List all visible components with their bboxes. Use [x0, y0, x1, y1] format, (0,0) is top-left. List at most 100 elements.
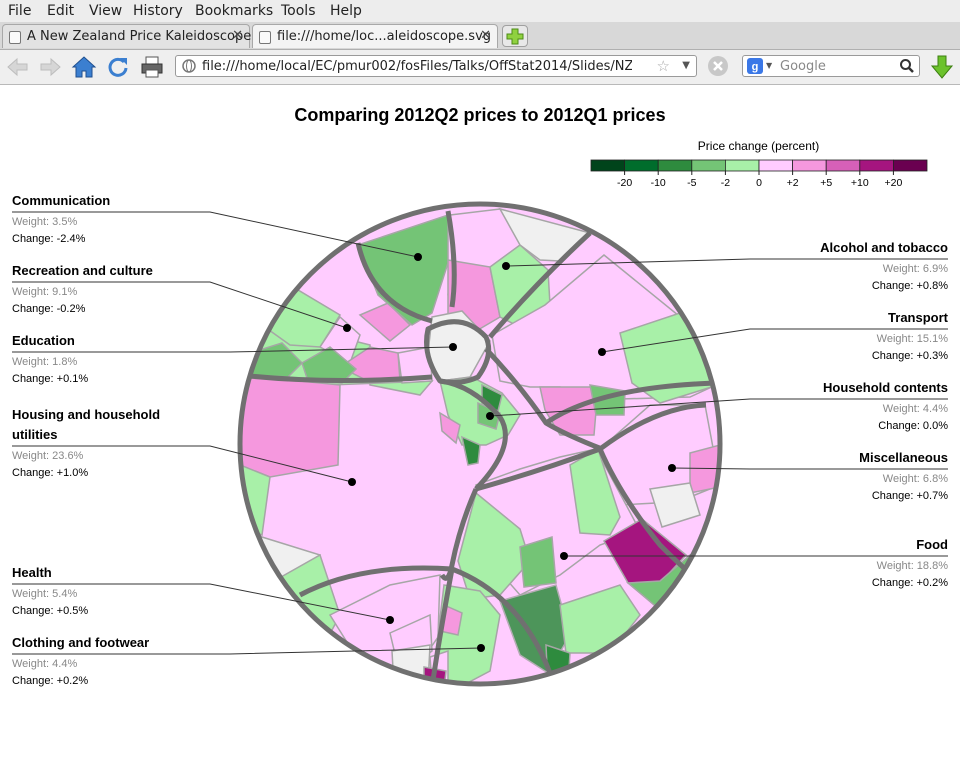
forward-button[interactable]	[36, 53, 64, 81]
category-change: Change: +0.5%	[12, 605, 89, 617]
dot-health	[386, 616, 394, 624]
dot-recreation	[343, 324, 351, 332]
dot-household	[486, 412, 494, 420]
home-icon	[71, 56, 97, 78]
dot-misc	[668, 464, 676, 472]
category-weight: Weight: 15.1%	[876, 333, 948, 345]
category-change: Change: +0.7%	[871, 490, 948, 502]
printer-icon	[141, 56, 163, 78]
category-name: Transport	[888, 310, 948, 325]
legend-tick-label: 0	[756, 177, 762, 189]
category-weight: Weight: 3.5%	[12, 216, 78, 228]
plus-icon	[506, 28, 524, 45]
print-button[interactable]	[138, 53, 166, 81]
legend-tick-label: +2	[787, 177, 799, 189]
close-icon[interactable]: ✕	[480, 28, 491, 43]
label-health: Health Weight: 5.4% Change: +0.5%	[12, 563, 88, 620]
kaleidoscope-cells	[240, 204, 720, 684]
navigation-toolbar: file:///home/local/EC/pmur002/fosFiles/T…	[0, 50, 960, 85]
leader-lines	[12, 211, 948, 655]
legend-tick-label: -20	[617, 177, 632, 189]
category-change: Change: +0.2%	[12, 675, 89, 687]
legend-tick-label: -5	[687, 177, 696, 189]
legend-tick-label: -10	[651, 177, 666, 189]
category-change: Change: -0.2%	[12, 303, 86, 315]
category-name: Clothing and footwear	[12, 635, 150, 650]
close-icon[interactable]: ✕	[232, 28, 243, 43]
category-weight: Weight: 5.4%	[12, 588, 78, 600]
dot-food	[560, 552, 568, 560]
category-change: Change: 0.0%	[878, 420, 948, 432]
reload-icon	[108, 57, 128, 77]
label-alcohol: Alcohol and tobacco Weight: 6.9% Change:…	[820, 238, 948, 295]
label-miscellaneous: Miscellaneous Weight: 6.8% Change: +0.7%	[859, 448, 948, 505]
legend-tick-label: +5	[820, 177, 832, 189]
url-text: file:///home/local/EC/pmur002/fosFiles/T…	[202, 59, 632, 74]
menu-help[interactable]: Help	[330, 3, 362, 19]
category-weight: Weight: 4.4%	[12, 658, 78, 670]
menu-view[interactable]: View	[89, 3, 123, 19]
category-change: Change: -2.4%	[12, 233, 86, 245]
legend-swatch	[825, 159, 861, 172]
tab-kaleidoscope[interactable]: A New Zealand Price Kaleidoscope ✕	[2, 24, 251, 48]
category-name: Recreation and culture	[12, 263, 153, 278]
category-name: Housing and household	[12, 407, 161, 422]
label-education: Education Weight: 1.8% Change: +0.1%	[12, 331, 88, 388]
leader-education	[12, 346, 454, 353]
menu-file[interactable]: File	[8, 3, 32, 19]
page-icon	[259, 31, 271, 44]
category-name: Communication	[12, 193, 111, 208]
search-bar[interactable]: g ▼ Google	[742, 55, 920, 77]
legend-swatch	[792, 159, 827, 172]
url-bar[interactable]: file:///home/local/EC/pmur002/fosFiles/T…	[175, 55, 697, 77]
leader-housing	[12, 445, 353, 483]
category-weight: Weight: 9.1%	[12, 286, 78, 298]
menu-bar: File Edit View History Bookmarks Tools H…	[0, 0, 960, 22]
leader-transport	[601, 328, 948, 353]
download-button[interactable]	[929, 53, 957, 81]
menu-tools[interactable]: Tools	[281, 3, 316, 19]
chevron-down-icon[interactable]: ▼	[682, 60, 690, 71]
category-change: Change: +0.1%	[12, 373, 89, 385]
leader-recreation	[12, 281, 348, 329]
search-input: Google	[780, 59, 826, 74]
legend-swatch	[859, 159, 894, 172]
dot-clothing	[477, 644, 485, 652]
leader-alcohol	[505, 258, 948, 267]
menu-bookmarks[interactable]: Bookmarks	[195, 3, 274, 19]
category-name: Miscellaneous	[859, 450, 948, 465]
kaleidoscope-outline	[237, 201, 723, 687]
leader-dots	[343, 253, 676, 652]
stop-button[interactable]	[706, 54, 734, 82]
leader-communication	[12, 211, 419, 258]
tab-bar: A New Zealand Price Kaleidoscope ✕ file:…	[0, 22, 960, 50]
category-weight: Weight: 18.8%	[876, 560, 948, 572]
bookmark-star-icon[interactable]: ☆	[656, 57, 670, 75]
label-food: Food Weight: 18.8% Change: +0.2%	[872, 535, 948, 592]
dot-transport	[598, 348, 606, 356]
label-recreation: Recreation and culture Weight: 9.1% Chan…	[12, 261, 153, 318]
menu-edit[interactable]: Edit	[47, 3, 75, 19]
leader-clothing	[12, 647, 482, 655]
svg-text:g: g	[752, 61, 759, 73]
legend-swatch	[624, 159, 659, 172]
back-arrow-icon	[7, 57, 28, 77]
legend-swatch	[691, 159, 726, 172]
chevron-down-icon[interactable]: ▼	[766, 61, 773, 70]
category-name: Alcohol and tobacco	[820, 240, 948, 255]
home-button[interactable]	[70, 53, 98, 81]
category-name-line2: utilities	[12, 427, 58, 442]
back-button[interactable]	[4, 53, 32, 81]
reload-button[interactable]	[104, 53, 132, 81]
legend-swatch	[893, 159, 928, 172]
label-transport: Transport Weight: 15.1% Change: +0.3%	[872, 308, 948, 365]
new-tab-button[interactable]	[502, 25, 528, 47]
category-weight: Weight: 6.9%	[882, 263, 948, 275]
stop-icon	[708, 56, 728, 76]
leader-household	[489, 398, 948, 417]
menu-history[interactable]: History	[133, 3, 183, 19]
tab-svg-file[interactable]: file:///home/loc...aleidoscope.svg ✕	[252, 24, 498, 48]
leader-health	[12, 583, 391, 621]
legend-swatch	[590, 159, 625, 172]
search-icon[interactable]	[899, 58, 915, 74]
